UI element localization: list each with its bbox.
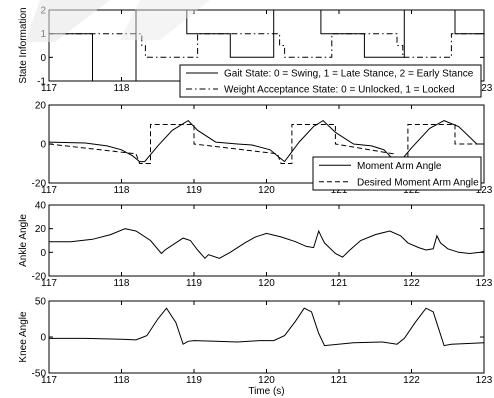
plot-area [48, 300, 485, 374]
legend-label: Gait State: 0 = Swing, 1 = Late Stance, … [224, 69, 474, 80]
series-line-1 [49, 119, 484, 165]
legend: Moment Arm Angle Desired Moment Arm Angle [312, 156, 482, 191]
chart-panel-4: 117 118 119 120 121 122 123 -50 0 50 Knee Angle Tim… [18, 297, 493, 398]
y-tick-label: 0 [40, 53, 46, 64]
legend: Gait State: 0 = Swing, 1 = Late Stance, … [179, 64, 482, 98]
x-tick-label: 121 [331, 278, 348, 289]
series-line-2 [49, 33, 484, 58]
y-tick-label: 40 [35, 201, 47, 212]
y-axis-label: Knee Angle [18, 311, 29, 363]
x-tick-label: 123 [476, 375, 493, 386]
x-tick-label: 119 [186, 375, 202, 386]
y-tick-label: 20 [35, 101, 47, 112]
legend-label: Moment Arm Angle [357, 161, 442, 172]
x-tick-label: 118 [114, 185, 130, 196]
series-line-1 [49, 307, 484, 347]
y-tick-label: 1 [40, 29, 46, 40]
x-tick-label: 118 [114, 375, 130, 386]
x-tick-label: 122 [403, 278, 420, 289]
y-tick-label: -1 [37, 77, 46, 88]
chart-panel-3: 117 118 119 120 121 122 123 -20 0 20 40 Ankle Angle [18, 201, 493, 290]
legend-box [179, 64, 482, 98]
x-tick-label: 123 [476, 185, 493, 196]
legend-box [312, 156, 482, 191]
x-tick-label: 119 [186, 278, 202, 289]
legend-label: Desired Moment Arm Angle [357, 177, 479, 188]
x-tick-label: 119 [186, 185, 202, 196]
y-tick-label: 0 [40, 140, 46, 151]
x-tick-label: 118 [114, 278, 130, 289]
y-tick-label: 2 [40, 6, 46, 17]
x-tick-label: 117 [41, 375, 57, 386]
series-line-2 [49, 124, 484, 164]
legend-label: Weight Acceptance State: 0 = Unlocked, 1… [224, 85, 455, 96]
x-tick-label: 121 [331, 375, 348, 386]
y-tick-label: -50 [32, 369, 47, 380]
y-axis-label: Ankle Angle [18, 214, 29, 267]
plot-area [48, 204, 485, 277]
x-tick-label: 122 [403, 375, 420, 386]
x-tick-label: 118 [114, 83, 130, 94]
x-tick-label: 117 [41, 185, 57, 196]
x-axis-label: Time (s) [248, 386, 284, 397]
x-tick-label: 117 [41, 83, 57, 94]
y-tick-label: 0 [40, 333, 46, 344]
y-tick-label: 20 [35, 224, 47, 235]
y-tick-label: 0 [40, 248, 46, 259]
y-tick-label: -20 [32, 179, 47, 190]
x-tick-label: 117 [41, 278, 57, 289]
series-line-1 [49, 228, 484, 260]
x-tick-label: 123 [476, 83, 493, 94]
y-tick-label: 50 [35, 297, 47, 308]
y-tick-label: -20 [32, 272, 47, 283]
x-tick-label: 120 [258, 375, 275, 386]
x-tick-label: 120 [258, 185, 275, 196]
x-tick-label: 120 [258, 278, 275, 289]
y-axis-label: State Information [18, 7, 29, 83]
x-tick-label: 123 [476, 278, 493, 289]
